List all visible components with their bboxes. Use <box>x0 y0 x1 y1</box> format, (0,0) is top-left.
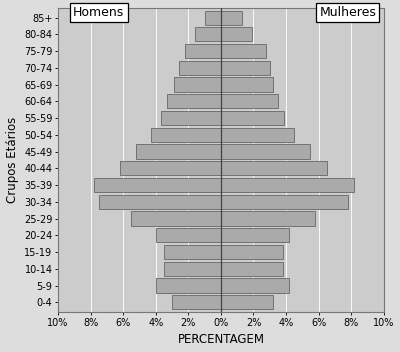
Bar <box>164 245 221 259</box>
Bar <box>151 128 221 142</box>
Bar <box>221 212 315 226</box>
Bar <box>156 278 221 293</box>
Bar <box>136 144 221 159</box>
Bar <box>221 94 278 108</box>
Bar <box>221 77 273 92</box>
Bar <box>221 228 289 243</box>
Bar <box>120 161 221 175</box>
Bar <box>221 144 310 159</box>
Bar <box>221 61 270 75</box>
Bar <box>221 161 327 175</box>
X-axis label: PERCENTAGEM: PERCENTAGEM <box>177 333 264 346</box>
Bar <box>221 111 284 125</box>
Bar <box>161 111 221 125</box>
Bar <box>221 245 283 259</box>
Bar <box>94 178 221 192</box>
Bar <box>185 44 221 58</box>
Bar <box>221 178 354 192</box>
Bar <box>131 212 221 226</box>
Bar <box>221 128 294 142</box>
Bar <box>221 44 266 58</box>
Text: Homens: Homens <box>73 6 124 19</box>
Bar <box>221 27 252 42</box>
Bar <box>195 27 221 42</box>
Bar <box>164 262 221 276</box>
Bar <box>221 195 348 209</box>
Text: Mulheres: Mulheres <box>320 6 376 19</box>
Bar <box>221 295 273 309</box>
Bar <box>178 61 221 75</box>
Bar <box>172 295 221 309</box>
Bar <box>221 11 242 25</box>
Bar <box>167 94 221 108</box>
Bar <box>156 228 221 243</box>
Bar <box>221 262 283 276</box>
Bar <box>99 195 221 209</box>
Y-axis label: Crupos Etários: Crupos Etários <box>6 117 18 203</box>
Bar <box>174 77 221 92</box>
Bar <box>205 11 221 25</box>
Bar <box>221 278 289 293</box>
